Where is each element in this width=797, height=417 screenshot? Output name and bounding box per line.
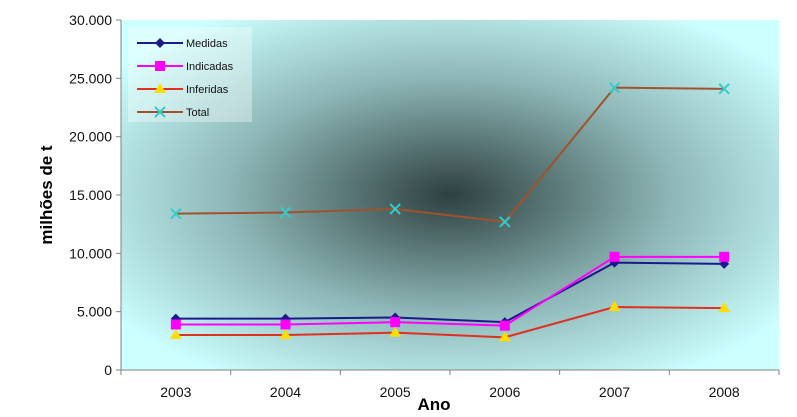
x-tick-label: 2007 xyxy=(599,384,630,400)
x-axis-title: Ano xyxy=(417,395,450,414)
data-point-indicadas xyxy=(499,320,510,331)
x-tick-label: 2004 xyxy=(270,384,301,400)
data-point-total xyxy=(279,206,292,219)
x-tick-label: 2003 xyxy=(160,384,191,400)
series-total xyxy=(170,81,730,228)
plot-area xyxy=(121,20,779,370)
data-point-inferidas xyxy=(279,329,292,339)
x-tick-label: 2005 xyxy=(380,384,411,400)
data-point-indicadas xyxy=(170,319,181,330)
legend-marker-medidas xyxy=(155,38,165,48)
y-tick-label: 0 xyxy=(104,362,112,378)
legend-marker-inferidas xyxy=(154,83,166,93)
legend-label-medidas: Medidas xyxy=(186,38,228,50)
y-tick-label: 10.000 xyxy=(69,245,112,261)
y-tick-label: 5.000 xyxy=(77,304,112,320)
legend-label-total: Total xyxy=(186,107,209,119)
data-point-inferidas xyxy=(169,329,182,339)
data-point-indicadas xyxy=(609,251,620,262)
data-point-indicadas xyxy=(390,317,401,328)
data-point-indicadas xyxy=(280,319,291,330)
x-tick-label: 2006 xyxy=(489,384,520,400)
y-tick-label: 30.000 xyxy=(69,12,112,28)
data-point-total xyxy=(499,216,511,228)
data-point-inferidas xyxy=(608,301,621,311)
data-point-inferidas xyxy=(498,331,511,342)
series-indicadas xyxy=(170,251,730,331)
series-line-inferidas xyxy=(175,305,725,339)
series-inferidas xyxy=(169,301,731,342)
legend-label-inferidas: Inferidas xyxy=(186,84,229,96)
legend: Medidas Indicadas Inferidas Total xyxy=(128,27,252,122)
y-tick-label: 20.000 xyxy=(69,129,112,145)
data-point-total xyxy=(170,207,182,220)
data-point-total xyxy=(389,203,401,215)
x-tick-label: 2008 xyxy=(709,384,740,400)
legend-marker-indicadas xyxy=(155,61,165,71)
legend-label-indicadas: Indicadas xyxy=(186,61,234,73)
data-point-inferidas xyxy=(389,326,402,337)
data-point-total xyxy=(718,83,730,95)
data-point-inferidas xyxy=(718,302,731,313)
y-tick-label: 15.000 xyxy=(69,187,112,203)
data-point-total xyxy=(608,81,621,94)
legend-marker-total xyxy=(154,106,166,118)
y-axis-title: milhões de t xyxy=(37,145,56,245)
data-point-indicadas xyxy=(719,251,730,262)
y-tick-label: 25.000 xyxy=(69,70,112,86)
series-line-indicadas xyxy=(175,255,725,327)
series-line-total xyxy=(175,86,725,223)
series-line-medidas xyxy=(175,261,725,324)
